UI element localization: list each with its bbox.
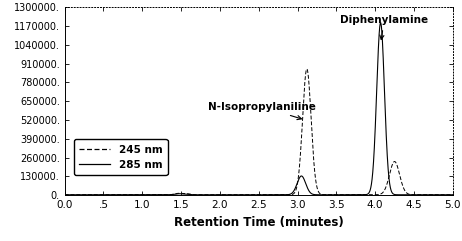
X-axis label: Retention Time (minutes): Retention Time (minutes) [174, 216, 344, 229]
Legend: 245 nm, 285 nm: 245 nm, 285 nm [74, 139, 168, 175]
Text: N-Isopropylaniline: N-Isopropylaniline [208, 102, 316, 120]
Text: Diphenylamine: Diphenylamine [340, 15, 428, 40]
